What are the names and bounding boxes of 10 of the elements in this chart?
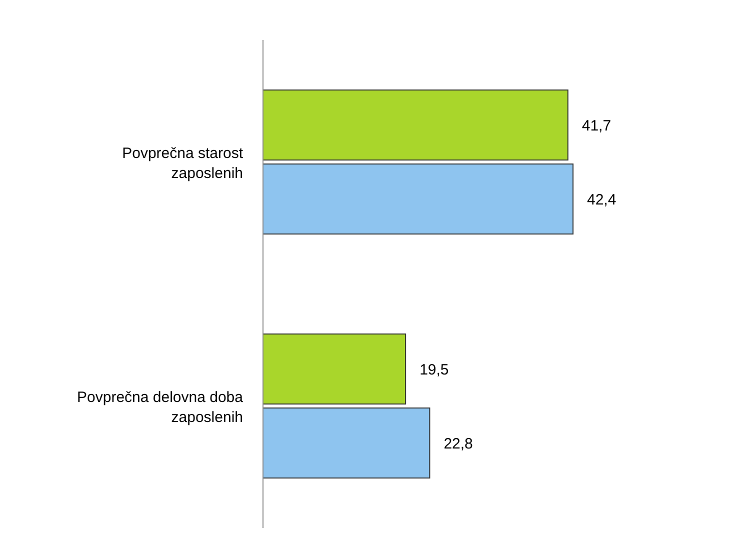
data-label: 22,8 [444, 435, 473, 452]
y-tick-label: Povprečna delovna doba zaposlenih [77, 389, 244, 426]
bar [262, 90, 568, 160]
data-label: 42,4 [587, 191, 616, 208]
data-label: 19,5 [420, 361, 449, 378]
data-label: 41,7 [582, 117, 612, 134]
bar [262, 164, 574, 234]
bar [262, 334, 406, 404]
y-tick-label: Povprečna starost zaposlenih [122, 145, 244, 182]
bar [262, 408, 430, 478]
